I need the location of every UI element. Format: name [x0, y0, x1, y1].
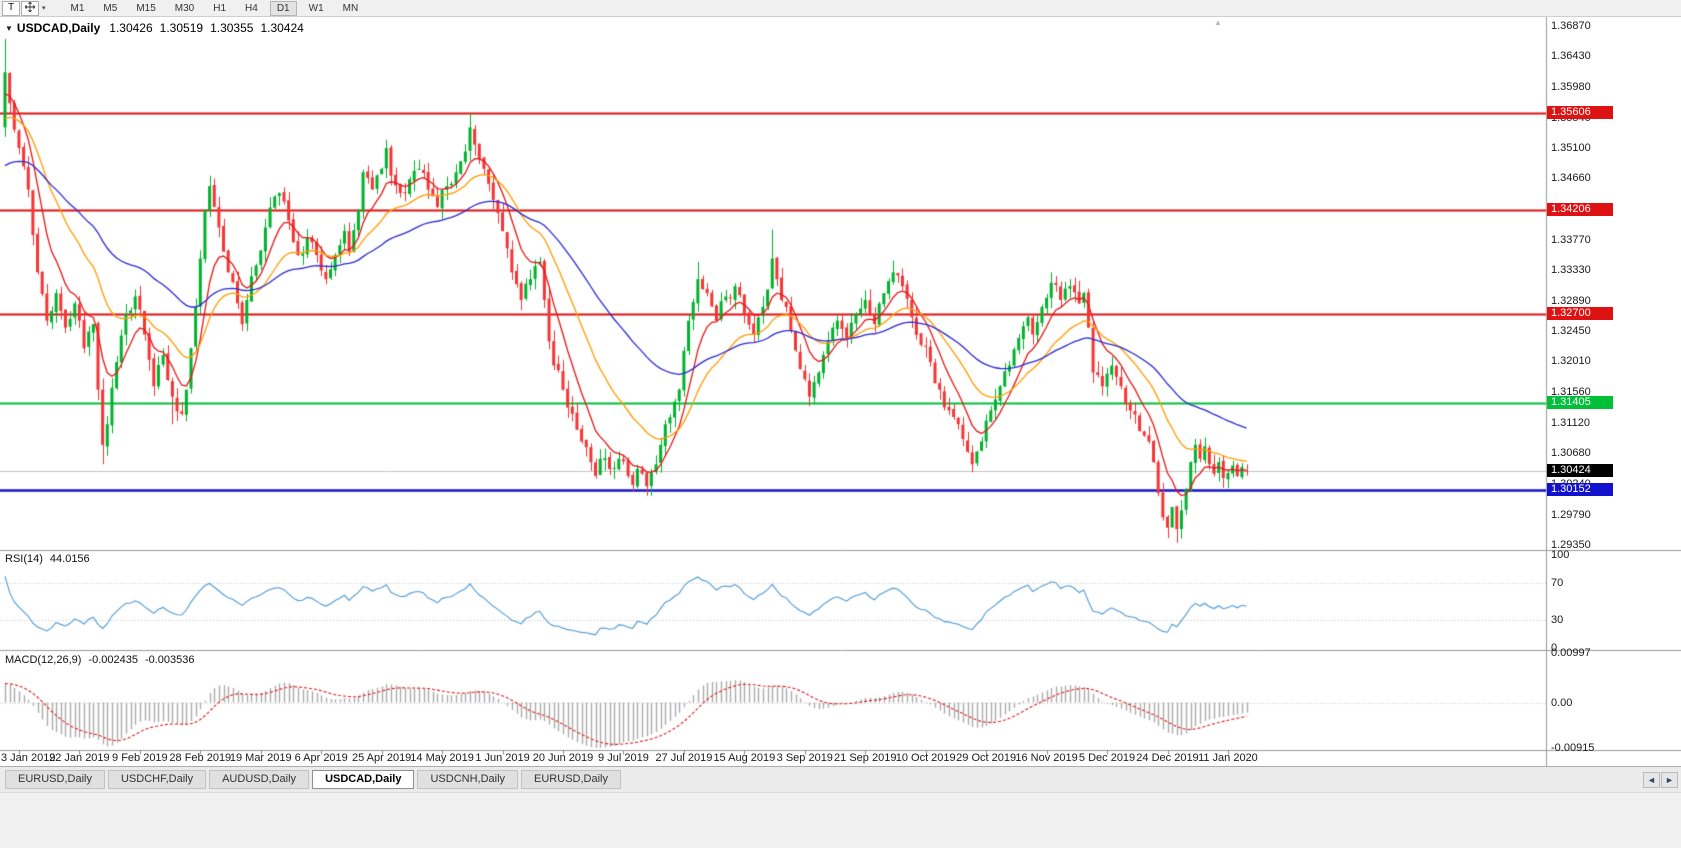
chart-tab-usdchf-daily-1[interactable]: USDCHF,Daily [107, 770, 207, 789]
crosshair-icon [24, 1, 36, 12]
timeframe-button-w1[interactable]: W1 [302, 1, 331, 16]
timeframe-button-h4[interactable]: H4 [238, 1, 265, 16]
chart-tab-usdcnh-daily-4[interactable]: USDCNH,Daily [417, 770, 519, 789]
timeframe-button-m15[interactable]: M15 [129, 1, 162, 16]
template-button[interactable]: T [2, 0, 20, 16]
chart-area: ▼ USDCAD,Daily 1.30426 1.30519 1.30355 1… [0, 17, 1681, 766]
timeframe-button-d1[interactable]: D1 [269, 0, 297, 16]
chart-tab-eurusd-daily-0[interactable]: EURUSD,Daily [5, 770, 105, 789]
status-bar [0, 792, 1681, 848]
crosshair-tool-button[interactable] [21, 0, 39, 16]
tab-scroll-buttons: ◄ ► [1642, 772, 1678, 788]
timeframe-button-m30[interactable]: M30 [168, 1, 201, 16]
timeframe-button-m1[interactable]: M1 [64, 1, 92, 16]
timeframe-button-m5[interactable]: M5 [96, 1, 124, 16]
tab-scroll-right-button[interactable]: ► [1661, 772, 1678, 788]
top-toolbar: T ▾ M1 M5 M15 M30 H1 H4 D1 W1 MN [0, 0, 1681, 17]
timeframe-button-mn[interactable]: MN [336, 1, 366, 16]
tab-scroll-left-button[interactable]: ◄ [1643, 772, 1660, 788]
chart-tab-audusd-daily-2[interactable]: AUDUSD,Daily [209, 770, 310, 789]
chart-tab-usdcad-daily-3[interactable]: USDCAD,Daily [312, 770, 415, 789]
chart-tab-bar: EURUSD,Daily USDCHF,Daily AUDUSD,Daily USDC… [0, 766, 1681, 792]
price-chart-canvas[interactable] [0, 17, 1681, 766]
timeframe-button-h1[interactable]: H1 [206, 1, 233, 16]
timeframe-toolbar: M1 M5 M15 M30 H1 H4 D1 W1 MN [64, 0, 371, 16]
chart-tab-eurusd-daily-5[interactable]: EURUSD,Daily [521, 770, 621, 789]
chart-tabs: EURUSD,Daily USDCHF,Daily AUDUSD,Daily USDC… [5, 770, 624, 789]
toolbar-dropdown-icon[interactable]: ▾ [42, 5, 46, 12]
